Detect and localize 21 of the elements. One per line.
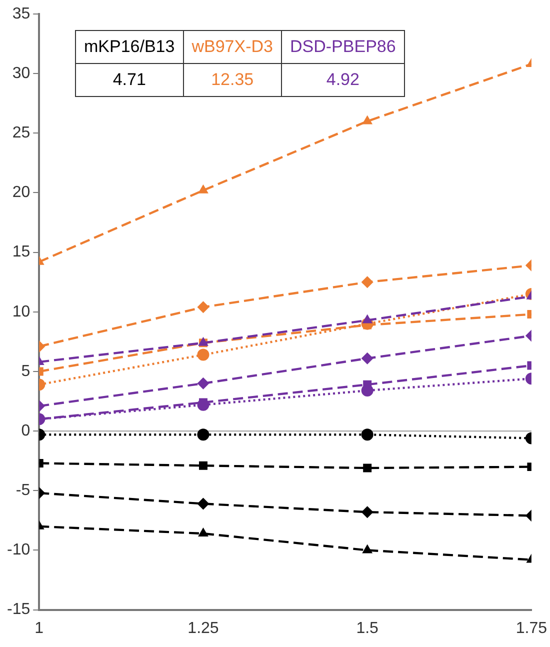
y-tick-label: 20 <box>12 184 30 202</box>
y-tick-label: 15 <box>12 244 30 261</box>
annotation: 4.71 <box>76 64 184 96</box>
y-tick-label: 30 <box>12 64 30 82</box>
y-tick-label: -5 <box>16 482 30 500</box>
annotation: 12.35 <box>183 64 282 96</box>
annotation: wB97X-D3 <box>183 30 282 64</box>
y-tick-label: 5 <box>21 362 30 380</box>
y-tick-label: -15 <box>7 601 30 618</box>
y-tick-label: -10 <box>7 542 30 559</box>
x-tick-label: 1 <box>34 620 44 637</box>
annotation: DSD-PBEP86 <box>282 30 404 64</box>
annotation: 4.92 <box>282 64 404 96</box>
y-tick-label: 10 <box>12 303 30 320</box>
y-tick-label: 35 <box>12 5 30 22</box>
x-tick-label: 1.25 <box>188 620 219 637</box>
y-tick-label: 0 <box>21 422 30 440</box>
x-tick-label: 1.75 <box>516 620 548 637</box>
x-tick-label: 1.5 <box>356 620 379 637</box>
annotation: mKP16/B13 <box>76 30 184 64</box>
y-tick-label: 25 <box>12 124 30 142</box>
